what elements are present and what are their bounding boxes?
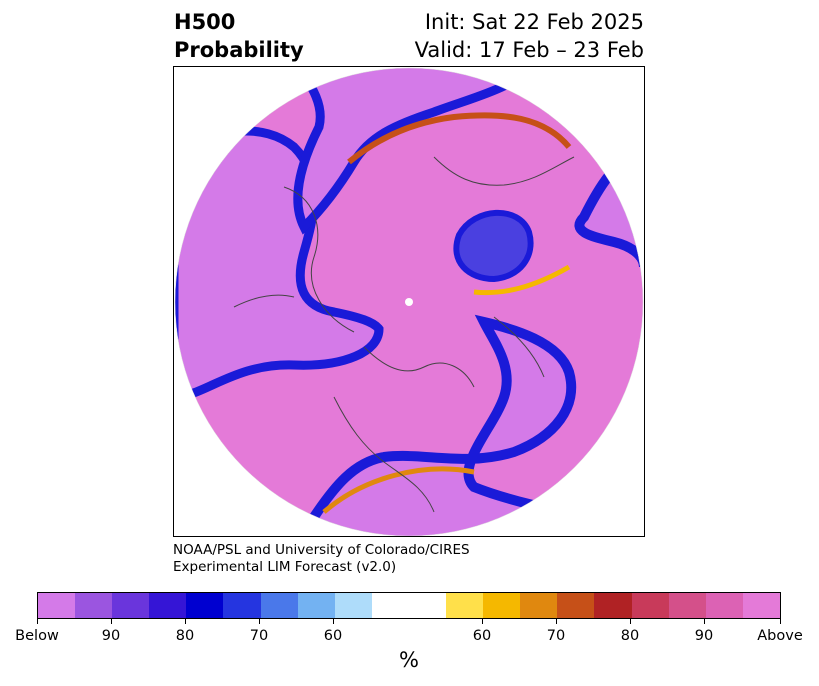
colorbar-segment (149, 593, 187, 618)
colorbar-tick (37, 619, 38, 624)
colorbar-tick (630, 619, 631, 624)
colorbar-segment (297, 593, 335, 618)
below-lobe-south (284, 314, 643, 536)
colorbar-segment (742, 593, 780, 618)
colorbar-segment (594, 593, 632, 618)
colorbar-tick-label: Above (757, 628, 803, 644)
colorbar-tick (111, 619, 112, 624)
colorbar-segment (631, 593, 669, 618)
pole-marker (405, 298, 413, 306)
warm-band-south (322, 466, 475, 514)
colorbar-tick (704, 619, 705, 624)
colorbar-unit: % (399, 648, 419, 672)
title-product: Probability (174, 38, 304, 62)
credit: NOAA/PSL and University of Colorado/CIRE… (173, 542, 470, 576)
init-date: Init: Sat 22 Feb 2025 (424, 10, 644, 34)
colorbar-segment (223, 593, 261, 618)
colorbar-tick-label: 90 (101, 628, 121, 644)
warm-band-north (347, 112, 572, 165)
colorbar-segment (705, 593, 743, 618)
colorbar-segment (668, 593, 706, 618)
colorbar-segment (557, 593, 595, 618)
colorbar-tick-label: 90 (694, 628, 714, 644)
colorbar-segment (520, 593, 558, 618)
colorbar-segment (112, 593, 150, 618)
colorbar-segment (371, 593, 447, 618)
credit-line2: Experimental LIM Forecast (v2.0) (173, 559, 397, 575)
coastlines (233, 156, 575, 513)
warm-band-east (473, 264, 571, 296)
colorbar-tick-label: 80 (175, 628, 195, 644)
colorbar-tick-label: 60 (472, 628, 492, 644)
colorbar-segment (186, 593, 224, 618)
probability-map-svg (174, 67, 644, 536)
credit-line1: NOAA/PSL and University of Colorado/CIRE… (173, 542, 470, 558)
colorbar-segment (38, 593, 76, 618)
colorbar-tick (780, 619, 781, 624)
below-lobe-north (284, 68, 542, 235)
valid-range: Valid: 17 Feb – 23 Feb (414, 38, 644, 62)
colorbar-tick-label: 80 (620, 628, 640, 644)
colorbar-segment (260, 593, 298, 618)
colorbar-tick (259, 619, 260, 624)
title-variable: H500 (174, 10, 236, 34)
colorbar-tick-label: 60 (323, 628, 343, 644)
colorbar-segment (446, 593, 484, 618)
colorbar-tick (556, 619, 557, 624)
colorbar-tick-label: 70 (249, 628, 269, 644)
colorbar-segment (75, 593, 113, 618)
colorbar-tick (482, 619, 483, 624)
colorbar-tick (333, 619, 334, 624)
colorbar-tick-label: Below (15, 628, 59, 644)
title-left: H500 Probability (174, 8, 304, 64)
colorbar-ticks (0, 619, 819, 629)
below-lobe-west (175, 126, 384, 402)
below-center-circle (453, 209, 534, 283)
colorbar-segment (334, 593, 372, 618)
colorbar-tick-label: 70 (546, 628, 566, 644)
colorbar-tick (185, 619, 186, 624)
polar-map (173, 66, 645, 537)
colorbar-segment (483, 593, 521, 618)
colorbar (37, 592, 781, 619)
title-right: Init: Sat 22 Feb 2025 Valid: 17 Feb – 23… (415, 8, 644, 64)
